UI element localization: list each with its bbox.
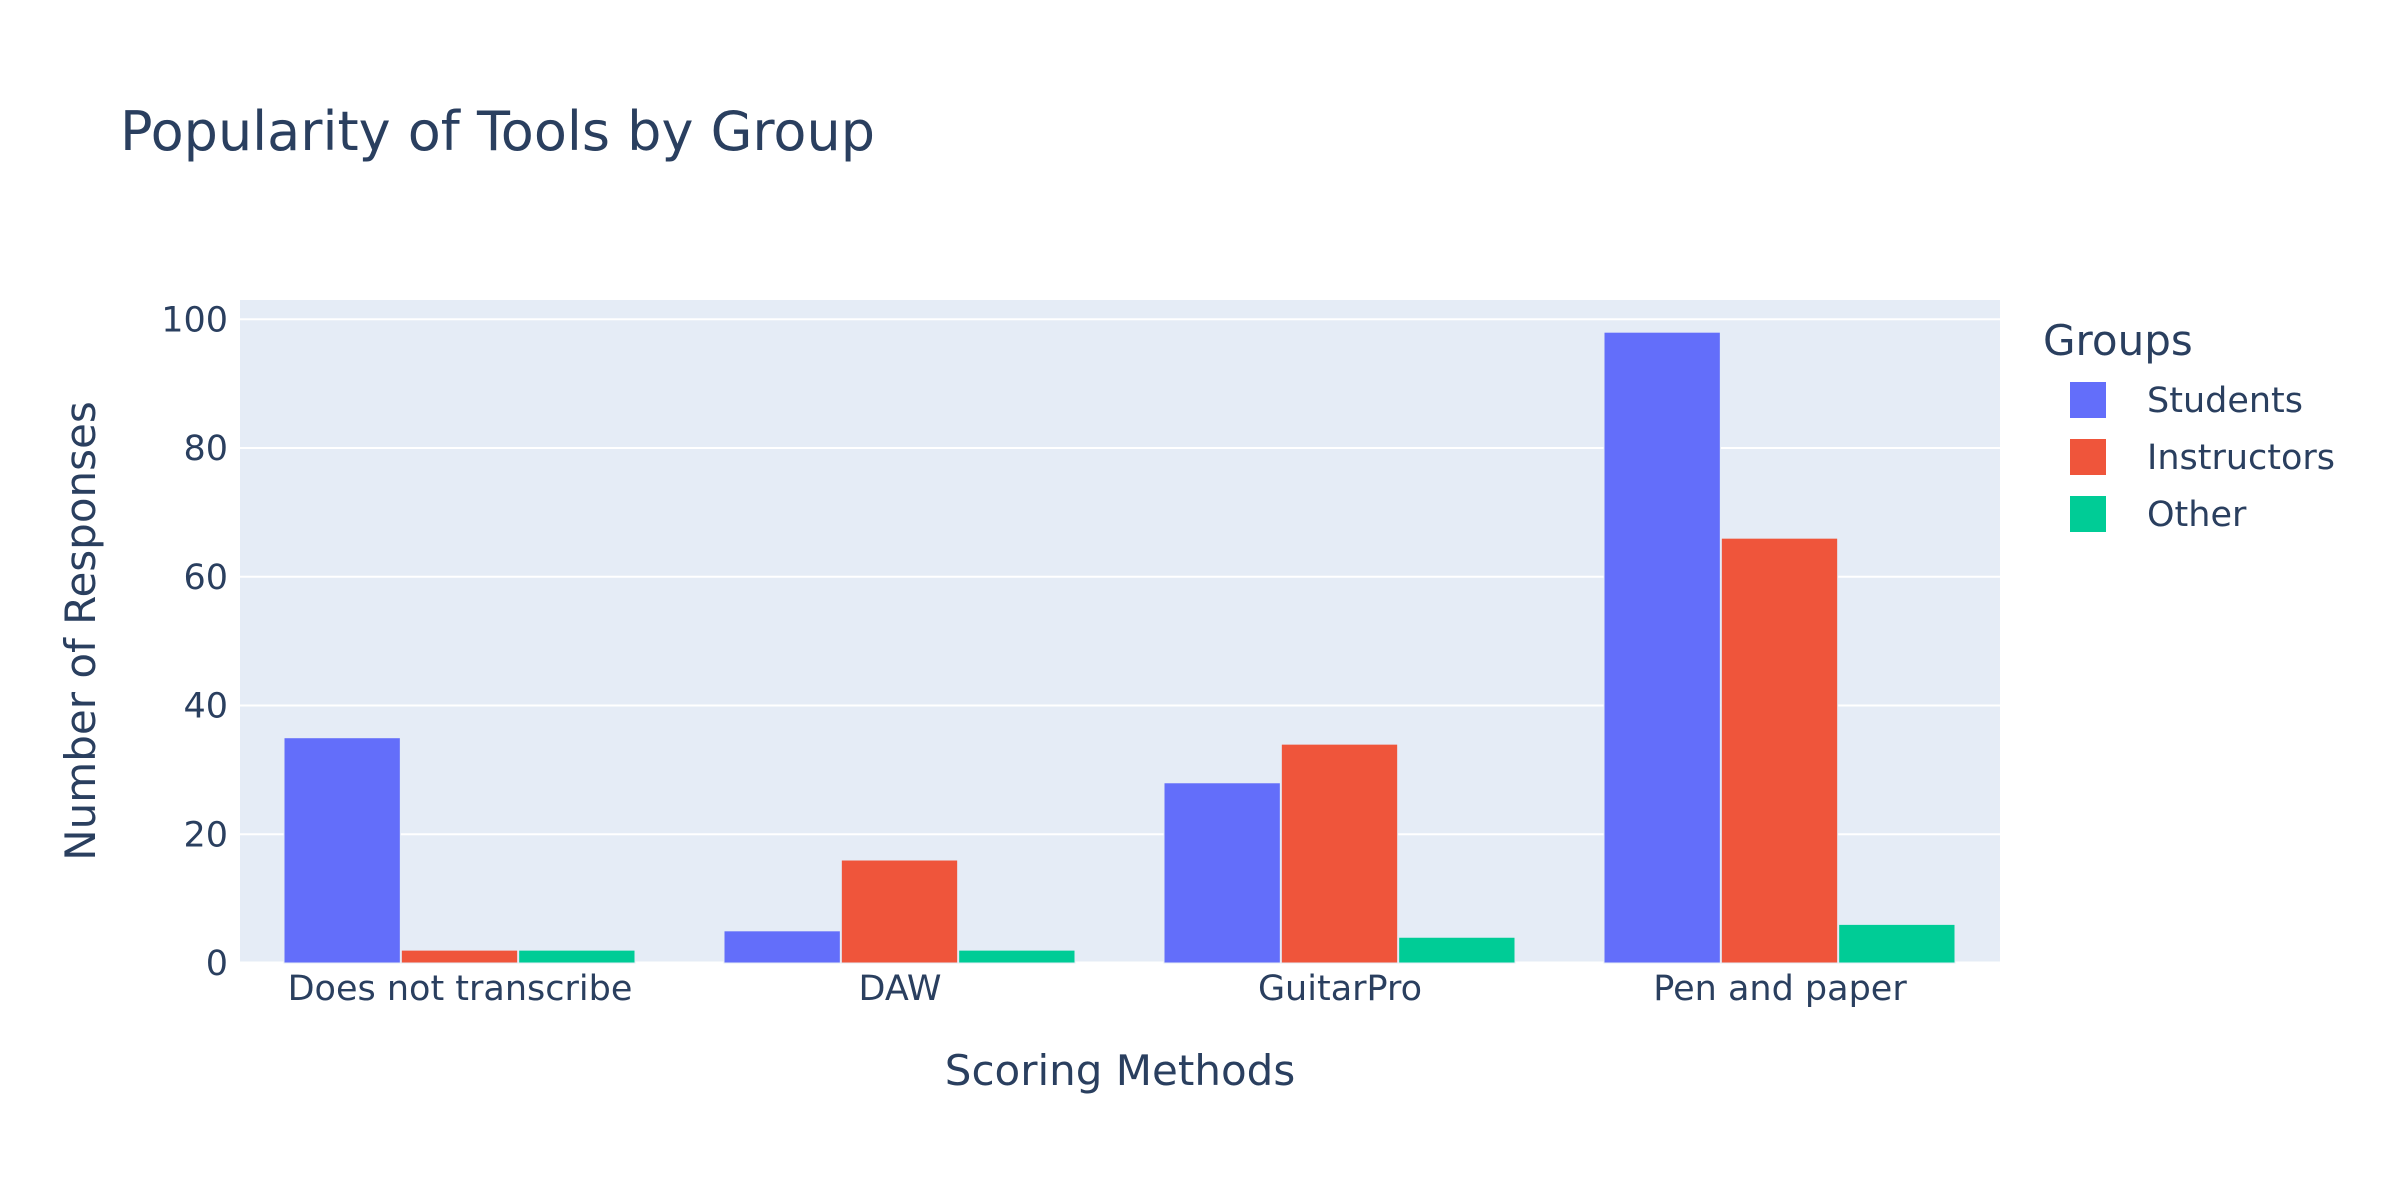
bars xyxy=(283,331,1956,964)
legend-label-other[interactable]: Other xyxy=(2147,495,2247,535)
y-tick-label: 0 xyxy=(206,944,228,984)
y-tick-label: 40 xyxy=(183,687,228,727)
legend-title: Groups xyxy=(2043,316,2193,365)
x-tick-label: DAW xyxy=(859,969,942,1009)
bar-other-3[interactable] xyxy=(1398,936,1516,964)
y-axis-ticks: 0 20 40 60 80 100 xyxy=(161,300,228,984)
y-tick-label: 60 xyxy=(183,558,228,598)
x-axis-ticks: Does not transcribe DAW GuitarPro Pen and p… xyxy=(288,969,1908,1009)
y-tick-label: 20 xyxy=(183,815,228,855)
x-tick-label: GuitarPro xyxy=(1258,969,1422,1009)
bar-other-1[interactable] xyxy=(518,949,636,964)
y-axis-title: Number of Responses xyxy=(56,401,105,861)
chart-title: Popularity of Tools by Group xyxy=(120,100,875,163)
bar-other-2[interactable] xyxy=(958,949,1076,964)
bar-instructors-3[interactable] xyxy=(1280,743,1399,964)
legend[interactable]: Groups Students Instructors Other xyxy=(2043,316,2335,535)
legend-label-students[interactable]: Students xyxy=(2147,381,2303,421)
y-tick-label: 100 xyxy=(161,300,228,340)
bar-instructors-4[interactable] xyxy=(1720,537,1839,964)
bar-instructors-2[interactable] xyxy=(840,859,959,964)
legend-swatch-other[interactable] xyxy=(2070,496,2106,532)
legend-label-instructors[interactable]: Instructors xyxy=(2147,438,2335,478)
y-tick-label: 80 xyxy=(183,429,228,469)
x-tick-label: Pen and paper xyxy=(1653,969,1907,1009)
bar-other-4[interactable] xyxy=(1838,923,1956,964)
bar-students-3[interactable] xyxy=(1163,782,1281,964)
bar-instructors-1[interactable] xyxy=(400,949,519,964)
x-axis-title: Scoring Methods xyxy=(945,1046,1295,1095)
legend-swatch-students[interactable] xyxy=(2070,382,2106,418)
bar-students-2[interactable] xyxy=(723,930,841,964)
x-tick-label: Does not transcribe xyxy=(288,969,633,1009)
bar-students-1[interactable] xyxy=(283,737,401,964)
bar-students-4[interactable] xyxy=(1603,331,1721,964)
legend-swatch-instructors[interactable] xyxy=(2070,439,2106,475)
